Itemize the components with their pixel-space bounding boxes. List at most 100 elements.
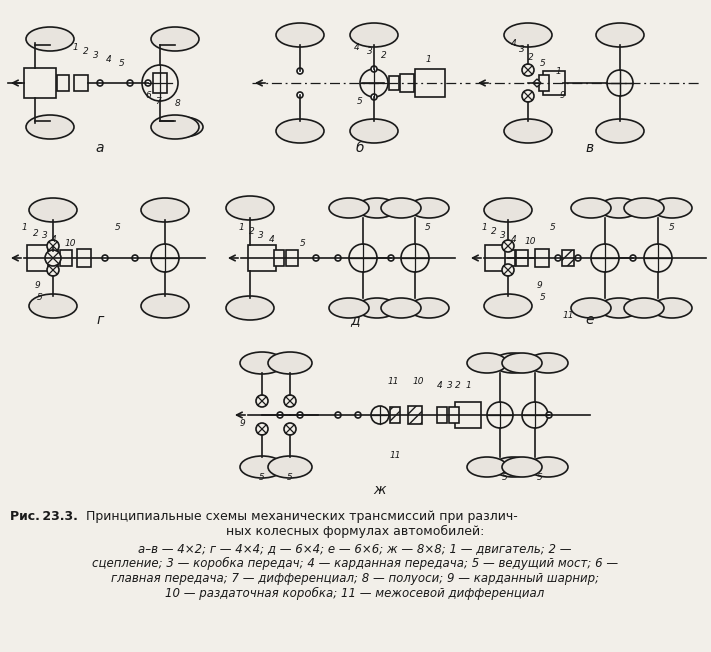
- Bar: [543, 71, 565, 95]
- Ellipse shape: [571, 198, 611, 218]
- Text: 9: 9: [536, 282, 542, 291]
- Ellipse shape: [163, 117, 203, 137]
- Text: 5: 5: [540, 293, 546, 303]
- Ellipse shape: [467, 457, 507, 477]
- Text: ных колесных формулах автомобилей:: ных колесных формулах автомобилей:: [226, 525, 484, 538]
- Text: 1: 1: [465, 381, 471, 391]
- Text: 5: 5: [115, 224, 121, 233]
- Bar: [408, 406, 422, 424]
- Circle shape: [297, 412, 303, 418]
- Text: 1: 1: [481, 224, 487, 233]
- Ellipse shape: [240, 456, 284, 478]
- Ellipse shape: [504, 23, 552, 47]
- Circle shape: [102, 255, 108, 261]
- Text: 5: 5: [357, 98, 363, 106]
- Ellipse shape: [484, 198, 532, 222]
- Text: 3: 3: [500, 231, 506, 239]
- Text: 9: 9: [559, 91, 565, 100]
- Circle shape: [132, 255, 138, 261]
- Circle shape: [297, 68, 303, 74]
- Circle shape: [546, 412, 552, 418]
- Bar: [449, 407, 459, 423]
- Ellipse shape: [596, 23, 644, 47]
- Bar: [77, 249, 91, 267]
- Text: 11: 11: [387, 378, 399, 387]
- Bar: [485, 245, 507, 271]
- Text: 5: 5: [37, 293, 43, 303]
- Ellipse shape: [528, 457, 568, 477]
- Text: 2: 2: [33, 228, 39, 237]
- Circle shape: [371, 66, 377, 72]
- Circle shape: [145, 80, 151, 86]
- Ellipse shape: [350, 23, 398, 47]
- Circle shape: [607, 70, 633, 96]
- Text: 5: 5: [537, 473, 543, 481]
- Text: 10: 10: [524, 237, 536, 246]
- Ellipse shape: [502, 353, 542, 373]
- Ellipse shape: [467, 353, 507, 373]
- Text: 5: 5: [669, 224, 675, 233]
- Ellipse shape: [357, 298, 397, 318]
- Text: 2: 2: [381, 52, 387, 61]
- Ellipse shape: [624, 298, 664, 318]
- Circle shape: [142, 65, 178, 101]
- Text: д: д: [351, 313, 360, 327]
- Ellipse shape: [484, 294, 532, 318]
- Bar: [390, 407, 400, 423]
- Ellipse shape: [599, 198, 639, 218]
- Circle shape: [256, 395, 268, 407]
- Circle shape: [313, 255, 319, 261]
- Ellipse shape: [329, 198, 369, 218]
- Ellipse shape: [381, 298, 421, 318]
- Ellipse shape: [141, 294, 189, 318]
- Bar: [455, 402, 481, 428]
- Text: 5: 5: [540, 59, 546, 68]
- Text: Принципиальные схемы механических трансмиссий при различ-: Принципиальные схемы механических трансм…: [82, 510, 518, 523]
- Circle shape: [522, 402, 548, 428]
- Circle shape: [522, 64, 534, 76]
- Circle shape: [335, 255, 341, 261]
- Circle shape: [97, 80, 103, 86]
- Ellipse shape: [29, 198, 77, 222]
- Text: 11: 11: [562, 310, 574, 319]
- Text: 6: 6: [145, 91, 151, 100]
- Circle shape: [256, 423, 268, 435]
- Text: б: б: [356, 141, 364, 155]
- Ellipse shape: [26, 27, 74, 51]
- Bar: [286, 250, 298, 266]
- Ellipse shape: [268, 352, 312, 374]
- Text: главная передача; 7 — дифференциал; 8 — полуоси; 9 — карданный шарнир;: главная передача; 7 — дифференциал; 8 — …: [111, 572, 599, 585]
- Circle shape: [644, 244, 672, 272]
- Circle shape: [355, 412, 361, 418]
- Text: 2: 2: [491, 228, 497, 237]
- Ellipse shape: [502, 457, 542, 477]
- Text: 7: 7: [155, 98, 161, 106]
- Circle shape: [335, 412, 341, 418]
- Circle shape: [630, 255, 636, 261]
- Ellipse shape: [599, 298, 639, 318]
- Ellipse shape: [493, 353, 533, 373]
- Text: 2: 2: [249, 228, 255, 237]
- Bar: [74, 75, 88, 91]
- Text: 5: 5: [119, 59, 125, 68]
- Text: 3: 3: [42, 231, 48, 241]
- Ellipse shape: [226, 296, 274, 320]
- Polygon shape: [533, 79, 541, 87]
- Text: е: е: [586, 313, 594, 327]
- Text: 1: 1: [555, 67, 561, 76]
- Ellipse shape: [381, 198, 421, 218]
- Bar: [437, 407, 447, 423]
- Text: 8: 8: [175, 98, 181, 108]
- Circle shape: [555, 255, 561, 261]
- Text: 5: 5: [287, 473, 293, 481]
- Text: 3: 3: [447, 381, 453, 391]
- Ellipse shape: [596, 119, 644, 143]
- Text: 5: 5: [502, 473, 508, 481]
- Circle shape: [297, 92, 303, 98]
- Text: 10: 10: [64, 239, 76, 248]
- Circle shape: [360, 69, 388, 97]
- Text: 4: 4: [354, 44, 360, 53]
- Circle shape: [371, 94, 377, 100]
- Bar: [400, 74, 414, 92]
- Bar: [153, 73, 167, 93]
